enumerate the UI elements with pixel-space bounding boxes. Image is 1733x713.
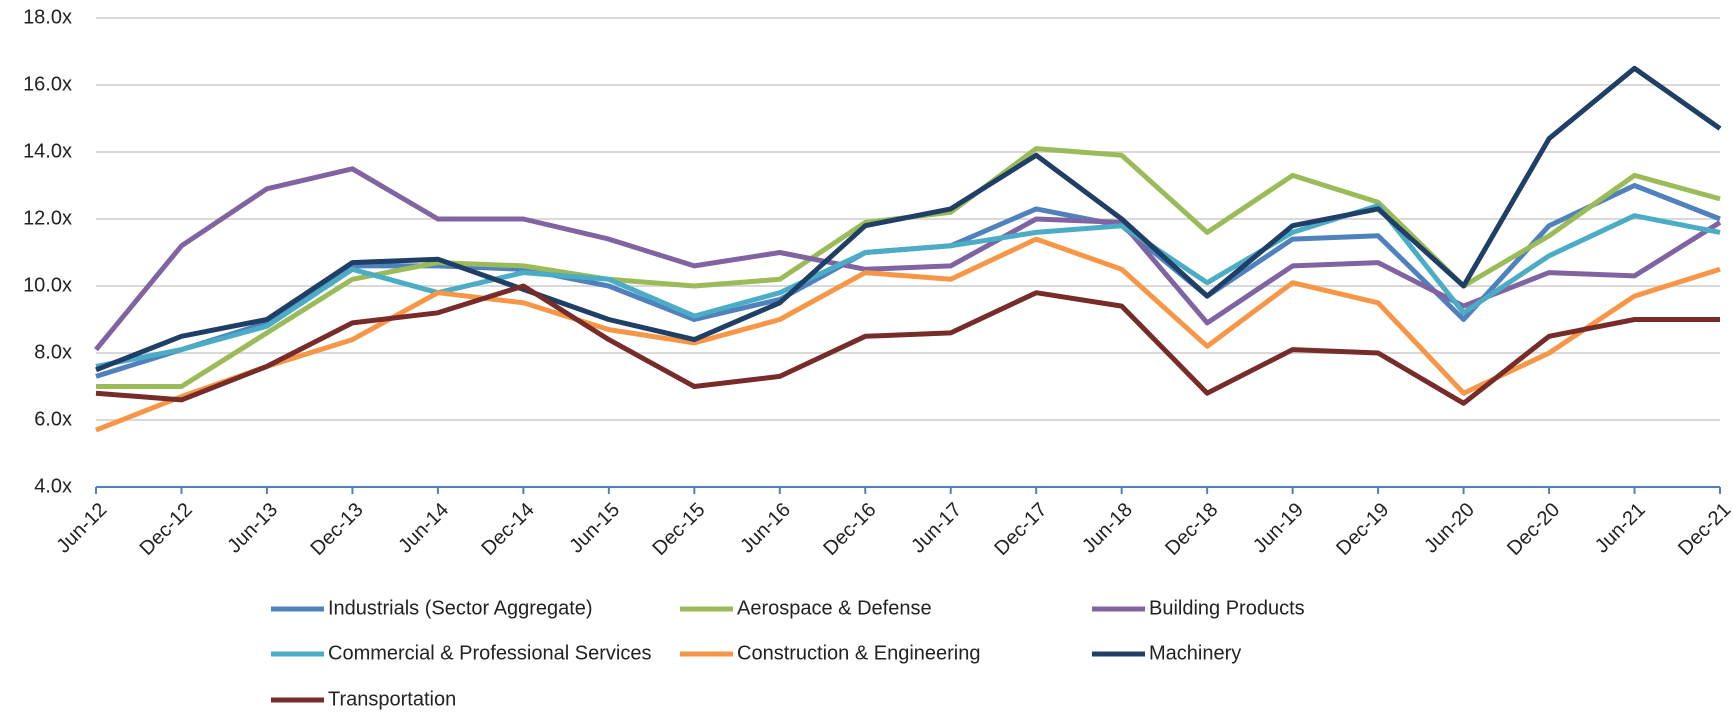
x-tick-label: Dec-14 bbox=[477, 499, 538, 560]
x-tick-label: Jun-13 bbox=[223, 499, 282, 558]
x-tick-label: Jun-19 bbox=[1249, 499, 1308, 558]
legend-label: Building Products bbox=[1149, 597, 1305, 619]
y-tick-label: 16.0x bbox=[23, 73, 72, 95]
x-tick-label: Dec-18 bbox=[1161, 499, 1222, 560]
x-tick-label: Dec-19 bbox=[1332, 499, 1393, 560]
x-tick-label: Dec-16 bbox=[819, 499, 880, 560]
legend-label: Industrials (Sector Aggregate) bbox=[328, 597, 593, 619]
x-tick-label: Jun-21 bbox=[1591, 499, 1650, 558]
series-line bbox=[95, 283, 1720, 406]
y-tick-label: 4.0x bbox=[34, 475, 72, 497]
x-tick-label: Jun-15 bbox=[565, 499, 624, 558]
y-tick-label: 6.0x bbox=[34, 408, 72, 430]
x-tick-label: Jun-16 bbox=[736, 499, 795, 558]
y-tick-label: 18.0x bbox=[23, 6, 72, 28]
x-tick-label: Jun-14 bbox=[394, 499, 453, 558]
y-tick-label: 12.0x bbox=[23, 207, 72, 229]
series-line bbox=[95, 65, 1722, 373]
x-tick-label: Jun-20 bbox=[1420, 499, 1479, 558]
legend-label: Construction & Engineering bbox=[737, 642, 980, 664]
x-tick-label: Dec-20 bbox=[1503, 499, 1564, 560]
legend-label: Transportation bbox=[328, 688, 456, 710]
x-tick-label: Dec-15 bbox=[648, 499, 709, 560]
x-tick-label: Dec-21 bbox=[1674, 499, 1733, 560]
y-tick-label: 14.0x bbox=[23, 140, 72, 162]
legend-label: Machinery bbox=[1149, 642, 1241, 664]
x-tick-label: Jun-18 bbox=[1078, 499, 1137, 558]
x-tick-label: Dec-12 bbox=[136, 499, 197, 560]
legend-label: Commercial & Professional Services bbox=[328, 642, 651, 664]
x-tick-label: Jun-12 bbox=[52, 499, 111, 558]
legend-label: Aerospace & Defense bbox=[737, 597, 932, 619]
series-line bbox=[95, 236, 1721, 433]
x-tick-label: Dec-17 bbox=[990, 499, 1051, 560]
y-tick-label: 10.0x bbox=[23, 274, 72, 296]
y-tick-label: 8.0x bbox=[34, 341, 72, 363]
series-line bbox=[95, 203, 1721, 369]
x-tick-label: Jun-17 bbox=[907, 499, 966, 558]
x-tick-label: Dec-13 bbox=[307, 499, 368, 560]
